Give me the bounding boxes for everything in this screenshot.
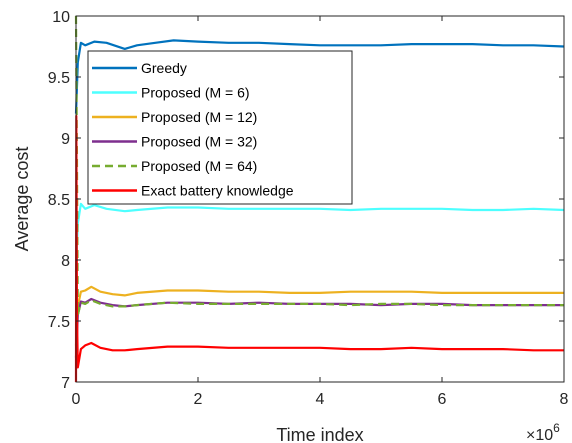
legend-entry: Exact battery knowledge xyxy=(92,183,294,199)
series-line-5 xyxy=(74,15,564,316)
y-tick-label: 7.5 xyxy=(48,314,70,331)
y-tick-label: 7 xyxy=(61,375,70,392)
legend-label: Proposed (M = 32) xyxy=(141,134,257,150)
legend-label: Proposed (M = 6) xyxy=(141,85,250,101)
series-line-2 xyxy=(74,202,565,273)
x-exponent-base: ×10 xyxy=(526,427,553,443)
y-axis-label: Average cost xyxy=(12,147,32,252)
legend-label: Exact battery knowledge xyxy=(141,183,294,199)
legend-entries: Greedy Proposed (M = 6) Proposed (M = 12) P… xyxy=(92,60,294,199)
series-line-1 xyxy=(74,39,565,114)
y-tick-label: 9.5 xyxy=(48,70,70,87)
legend-label: Greedy xyxy=(141,60,187,76)
series-line-6 xyxy=(74,114,564,383)
legend-entry: Greedy xyxy=(92,60,187,76)
series-line-3 xyxy=(74,285,564,346)
legend-entry: Proposed (M = 32) xyxy=(92,134,257,150)
y-tick-label: 9 xyxy=(61,131,70,148)
ticks-layer: 0 2 4 6 8 7 7.5 8 8.5 9 9.5 10 xyxy=(48,9,569,408)
legend-label: Proposed (M = 12) xyxy=(141,109,257,125)
x-axis-label: Time index xyxy=(276,425,363,443)
x-tick-label: 0 xyxy=(72,391,81,408)
y-tick-label: 10 xyxy=(52,9,70,26)
legend: Greedy Proposed (M = 6) Proposed (M = 12) P… xyxy=(87,50,353,205)
x-tick-label: 4 xyxy=(316,391,325,408)
legend-box xyxy=(87,50,353,205)
series-layer xyxy=(74,15,565,383)
legend-entry: Proposed (M = 64) xyxy=(92,158,257,174)
legend-entry: Proposed (M = 12) xyxy=(92,109,257,125)
x-tick-label: 6 xyxy=(438,391,447,408)
y-tick-label: 8.5 xyxy=(48,192,70,209)
x-exponent-label: ×106 xyxy=(526,421,560,443)
legend-label: Proposed (M = 64) xyxy=(141,158,257,174)
x-tick-label: 8 xyxy=(560,391,569,408)
legend-entry: Proposed (M = 6) xyxy=(92,85,250,101)
y-tick-label: 8 xyxy=(61,253,70,270)
x-tick-label: 2 xyxy=(194,391,203,408)
x-exponent-power: 6 xyxy=(553,421,560,435)
